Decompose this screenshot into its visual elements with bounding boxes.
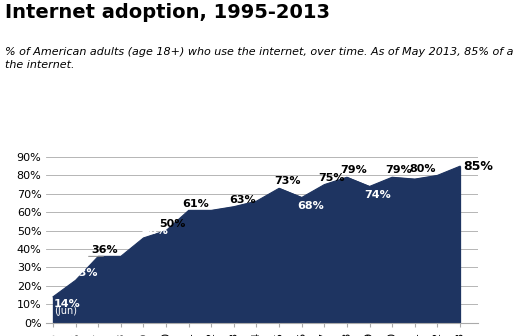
Text: 79%: 79% — [340, 165, 367, 175]
Text: (Jun): (Jun) — [54, 306, 77, 316]
Text: 68%: 68% — [297, 201, 324, 211]
Text: 46%: 46% — [141, 226, 168, 236]
Text: 14%: 14% — [54, 299, 81, 309]
Text: 50%: 50% — [159, 219, 186, 229]
Text: 75%: 75% — [319, 173, 345, 183]
Text: 85%: 85% — [463, 160, 493, 173]
Text: 36%: 36% — [91, 245, 118, 254]
Text: 61%: 61% — [182, 199, 209, 209]
Text: Internet adoption, 1995-2013: Internet adoption, 1995-2013 — [5, 3, 330, 23]
Text: 63%: 63% — [229, 195, 256, 205]
Text: 74%: 74% — [364, 190, 391, 200]
Text: % of American adults (age 18+) who use the internet, over time. As of May 2013, : % of American adults (age 18+) who use t… — [5, 47, 514, 70]
Text: 23%: 23% — [71, 268, 98, 279]
Text: 80%: 80% — [409, 164, 435, 174]
Text: 73%: 73% — [274, 176, 301, 186]
Text: 79%: 79% — [386, 165, 412, 175]
